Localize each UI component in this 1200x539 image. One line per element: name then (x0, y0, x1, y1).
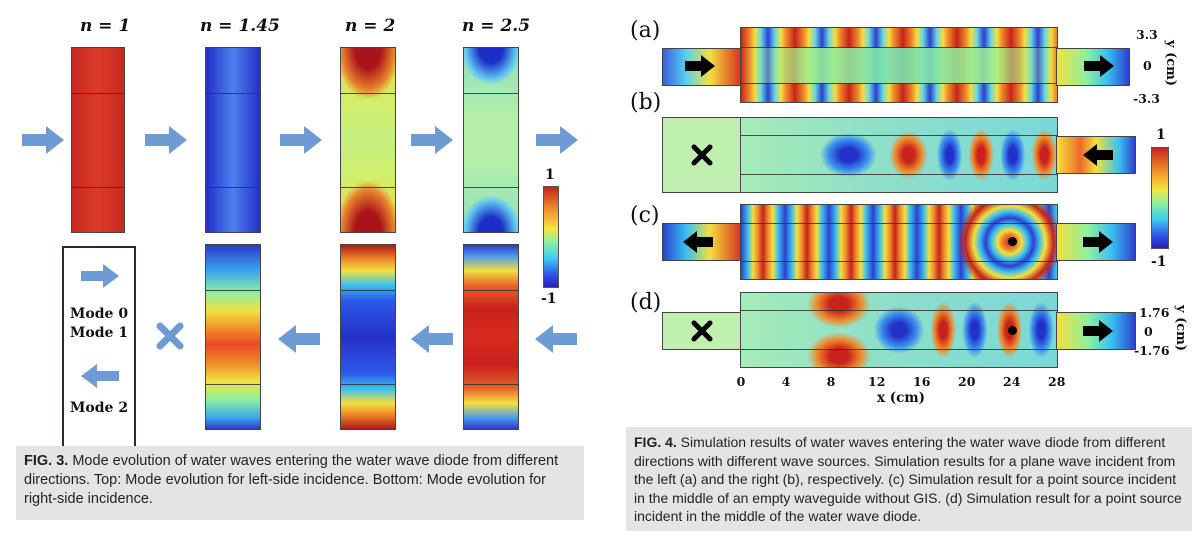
arrow-left-icon (278, 325, 320, 353)
mode-panel-bottom-n2 (340, 244, 396, 430)
n-label-4: n = 2.5 (462, 16, 531, 36)
arrow-left-icon (1083, 144, 1113, 166)
ya-mid-label: 0 (1143, 58, 1152, 73)
yd-bot-label: -1.76 (1134, 343, 1170, 358)
mode-panel-top-n25 (463, 47, 519, 233)
n-label-3: n = 2 (345, 16, 396, 36)
arrow-right-icon (1084, 55, 1114, 77)
x-tick-label: 16 (913, 374, 931, 389)
x-tick-label: 20 (958, 374, 976, 389)
yd-axis-title: y (cm) (1173, 305, 1188, 352)
arrow-right-icon (1083, 320, 1113, 342)
arrow-right-icon (411, 126, 453, 154)
x-tick-label: 4 (781, 374, 791, 389)
arrow-right-icon (145, 126, 187, 154)
fig3-caption-text: Mode evolution of water waves entering t… (24, 453, 559, 507)
arrow-right-icon (280, 126, 322, 154)
fig3-caption: FIG. 3. Mode evolution of water waves en… (16, 446, 584, 520)
colorbar (543, 186, 559, 288)
arrow-right-icon (685, 55, 715, 77)
ya-bot-label: -3.3 (1133, 91, 1160, 106)
x-tick-label: 24 (1003, 374, 1021, 389)
arrow-left-icon (81, 364, 119, 388)
fig3-caption-label: FIG. 3. (24, 453, 69, 469)
arrow-right-icon (1083, 231, 1113, 253)
panel-label-d: (d) (630, 290, 662, 315)
panel-label-b: (b) (630, 90, 662, 115)
arrow-right-icon (22, 126, 64, 154)
arrow-left-icon (535, 325, 577, 353)
yd-top-label: 1.76 (1139, 305, 1170, 320)
fig4-colorbar (1151, 147, 1169, 249)
arrow-left-icon (683, 231, 713, 253)
arrow-right-icon (81, 264, 119, 288)
arrow-right-icon (536, 126, 578, 154)
legend-mode1: Mode 1 (69, 325, 129, 341)
panel-label-c: (c) (630, 203, 660, 228)
panel-label-a: (a) (630, 18, 661, 43)
x-axis-title: x (cm) (877, 390, 926, 406)
cross-icon (691, 144, 713, 166)
mode-panel-bottom-n25 (463, 244, 519, 430)
ya-top-label: 3.3 (1136, 27, 1158, 42)
fig4-caption-label: FIG. 4. (634, 434, 677, 450)
point-source-dot (1008, 237, 1017, 246)
mode-panel-top-n2 (340, 47, 396, 233)
x-tick-label: 0 (736, 374, 746, 389)
x-tick-label: 28 (1048, 374, 1066, 389)
cross-icon (691, 320, 713, 342)
mode-panel-bottom-n145 (205, 244, 261, 430)
mode-panel-top-n1 (71, 47, 125, 233)
mode-panel-top-n145 (205, 47, 261, 233)
x-tick-label: 8 (826, 374, 836, 389)
ya-axis-title: y (cm) (1163, 40, 1178, 87)
fig4-caption: FIG. 4. Simulation results of water wave… (626, 427, 1192, 531)
legend-mode2: Mode 2 (69, 400, 129, 416)
fig4-colorbar-max: 1 (1156, 127, 1166, 143)
fig4-colorbar-min: -1 (1151, 254, 1167, 270)
colorbar-min-label: -1 (541, 291, 557, 307)
colorbar-max-label: 1 (545, 167, 555, 183)
arrow-left-icon (411, 325, 453, 353)
cross-icon (156, 322, 184, 350)
n-label-1: n = 1 (80, 16, 131, 36)
fig4-caption-text: Simulation results of water waves enteri… (634, 434, 1182, 524)
point-source-dot (1008, 326, 1017, 335)
legend-mode0: Mode 0 (69, 306, 129, 322)
x-tick-label: 12 (868, 374, 886, 389)
yd-mid-label: 0 (1144, 324, 1153, 339)
n-label-2: n = 1.45 (200, 16, 280, 36)
